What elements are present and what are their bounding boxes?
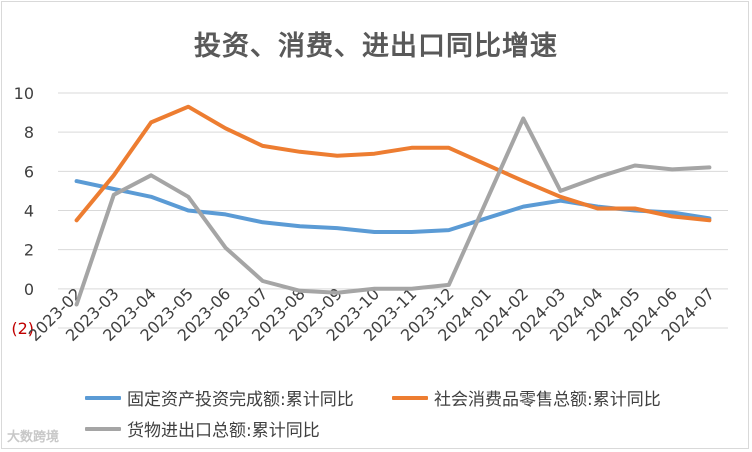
y-tick-label: 4 — [24, 202, 34, 221]
legend-swatch-trade — [85, 426, 121, 431]
series-line-2 — [74, 116, 712, 307]
y-tick-label: 8 — [24, 123, 34, 142]
legend-item-retail-sales: 社会消费品零售总额:累计同比 — [392, 385, 661, 410]
y-tick-label: 2 — [24, 241, 34, 260]
y-tick-label: (2) — [11, 319, 34, 338]
series-lines — [74, 104, 712, 307]
y-axis-ticks: (2) 0 2 4 6 8 10 — [11, 84, 34, 338]
watermark-logo: 大数跨境 — [7, 430, 60, 445]
y-tick-label: 6 — [24, 162, 34, 181]
x-axis-ticks: 2023-022023-032023-042023-052023-062023-… — [25, 284, 718, 345]
legend-label-trade: 货物进出口总额:累计同比 — [127, 421, 320, 441]
legend-swatch-retail-sales — [392, 395, 428, 400]
y-tick-label: 10 — [14, 84, 34, 103]
chart-title: 投资、消费、进出口同比增速 — [194, 31, 558, 62]
legend-label-fixed-asset-investment: 固定资产投资完成额:累计同比 — [127, 390, 354, 410]
legend-label-retail-sales: 社会消费品零售总额:累计同比 — [434, 390, 661, 410]
y-tick-label: 0 — [24, 280, 34, 299]
series-line-1 — [74, 104, 712, 223]
legend-item-fixed-asset-investment: 固定资产投资完成额:累计同比 — [85, 385, 354, 410]
legend-item-trade: 货物进出口总额:累计同比 — [85, 416, 320, 441]
legend-swatch-fixed-asset-investment — [85, 395, 121, 400]
